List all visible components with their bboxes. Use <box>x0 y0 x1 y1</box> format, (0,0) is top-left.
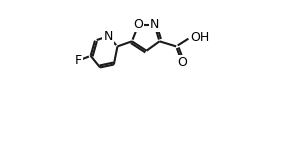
Text: F: F <box>75 54 82 67</box>
Text: OH: OH <box>190 31 209 44</box>
Text: N: N <box>150 18 159 31</box>
Text: O: O <box>133 18 144 31</box>
Text: O: O <box>177 56 187 69</box>
Text: N: N <box>103 30 113 43</box>
